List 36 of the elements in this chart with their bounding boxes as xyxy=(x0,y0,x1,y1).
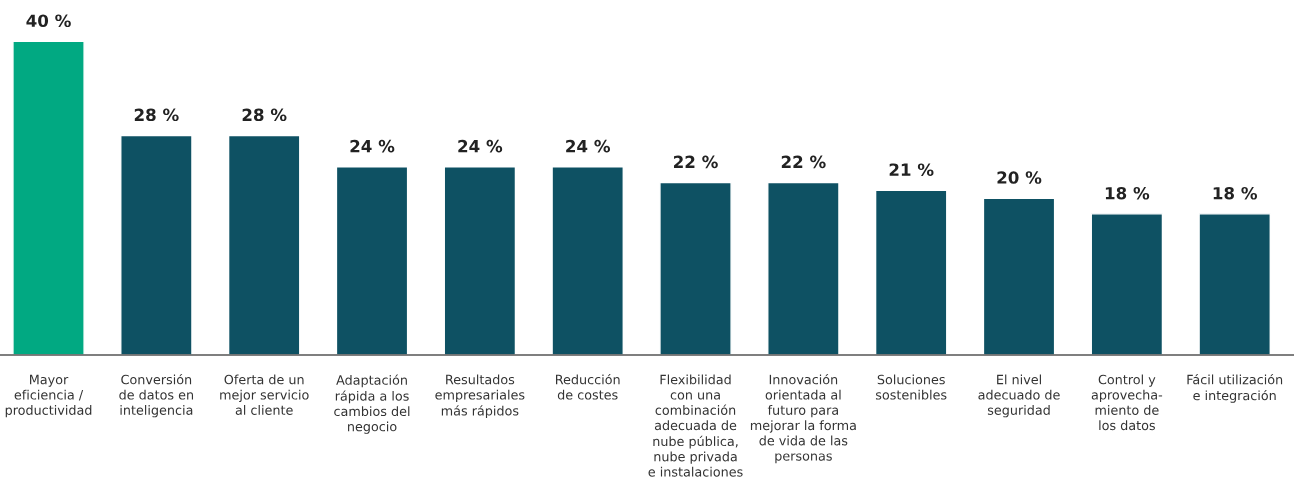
data-label: 18 % xyxy=(1213,186,1258,200)
x-tick-label: Control y aprovecha- miento de los datos xyxy=(1091,374,1163,431)
data-label: 24 % xyxy=(566,139,611,153)
bar xyxy=(335,166,409,355)
bar xyxy=(659,181,732,355)
bar xyxy=(1198,213,1271,355)
x-tick-label: Conversión de datos en inteligencia xyxy=(119,373,194,418)
data-label: 21 % xyxy=(889,163,934,176)
data-label: 40 % xyxy=(26,14,71,28)
x-tick-label: Fácil utilización e integración xyxy=(1187,373,1283,403)
data-label: 20 % xyxy=(997,171,1042,184)
bar xyxy=(227,134,301,355)
x-tick-label: Adaptación rápida a los cambios del negocio xyxy=(334,374,410,434)
bar xyxy=(982,197,1056,355)
data-label: 28 % xyxy=(242,108,287,122)
x-tick-label: Mayor eficiencia / productividad xyxy=(5,374,92,418)
x-tick-label: Reducción de costes xyxy=(556,373,620,400)
data-label: 24 % xyxy=(350,139,395,153)
data-label: 22 % xyxy=(781,155,826,169)
bar xyxy=(120,134,193,355)
x-tick-label: Oferta de un mejor servicio al cliente xyxy=(220,374,309,415)
bar xyxy=(874,189,948,355)
x-tick-label: Resultados empresariales más rápidos xyxy=(435,374,525,419)
bar xyxy=(551,166,624,355)
bar xyxy=(767,181,840,355)
bar xyxy=(12,40,85,355)
bar xyxy=(443,166,517,355)
data-label: 24 % xyxy=(458,139,503,153)
data-label: 22 % xyxy=(674,155,718,169)
x-tick-label: El nivel adecuado de seguridad xyxy=(978,374,1060,418)
x-tick-label: Flexibilidad con una combinación adecuada de nube pública, nube privada e instalaciones xyxy=(648,374,743,477)
bar xyxy=(1090,213,1164,355)
x-tick-label: Soluciones sostenibles xyxy=(875,374,947,400)
x-tick-label: Innovación orientada al futuro para mejorar la forma de vida de las personas xyxy=(750,373,856,464)
data-label: 18 % xyxy=(1105,186,1150,200)
data-label: 28 % xyxy=(134,108,179,122)
